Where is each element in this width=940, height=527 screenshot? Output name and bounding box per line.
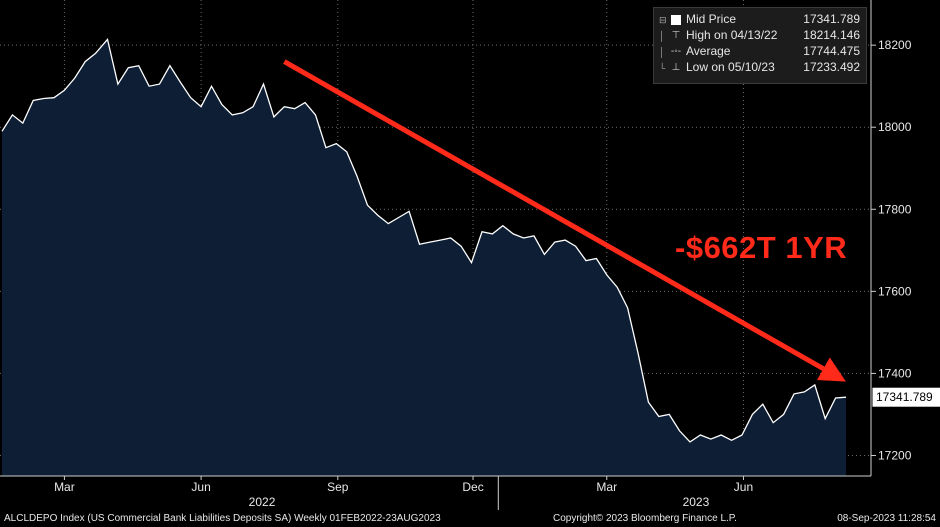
year-label: 2022 (249, 495, 276, 509)
trend-arrow (283, 59, 846, 382)
tree-line-icon: │ (659, 31, 665, 41)
mid-price-swatch-icon (671, 15, 681, 25)
plot-area (1, 38, 847, 477)
legend-row-high: │ ⊤ High on 04/13/22 18214.146 (654, 28, 866, 44)
x-tick-label: Jun (191, 480, 210, 494)
legend-value: 17233.492 (803, 60, 860, 74)
footer-timestamp: 08-Sep-2023 11:28:54 (837, 513, 936, 524)
last-value-label: 17341.789 (876, 390, 933, 404)
legend-label: Mid Price (686, 12, 737, 26)
legend-value: 18214.146 (803, 28, 860, 42)
change-annotation: -$662T 1YR (675, 230, 848, 265)
legend-label: Low on 05/10/23 (686, 60, 775, 74)
y-tick-label: 18200 (878, 38, 912, 52)
average-marker-icon: -◦- (670, 46, 682, 57)
x-tick-label: Sep (327, 480, 349, 494)
x-tick-label: Mar (54, 480, 75, 494)
footer-copyright: Copyright© 2023 Bloomberg Finance L.P. (553, 513, 737, 524)
tree-line-icon: │ (659, 47, 665, 57)
axes: 17200 17400 17600 17800 18000 18200 Mar Jun Sep D… (0, 0, 940, 510)
legend-row-low: └ ⊥ Low on 05/10/23 17233.492 (654, 60, 866, 76)
high-marker-icon: ⊤ (671, 30, 681, 41)
footer-ticker: ALCLDEPO Index (US Commercial Bank Liabi… (4, 513, 441, 524)
x-tick-label: Jun (734, 480, 753, 494)
legend-label: High on 04/13/22 (686, 28, 778, 42)
legend-label: Average (686, 44, 731, 58)
legend-box: ⊟ Mid Price 17341.789 │ ⊤ High on 04/13/… (653, 7, 867, 84)
y-tick-label: 18000 (878, 120, 912, 134)
legend-row-mid-price: ⊟ Mid Price 17341.789 (654, 12, 866, 28)
low-marker-icon: ⊥ (671, 62, 681, 73)
y-tick-label: 17400 (878, 366, 912, 380)
series-line (1, 38, 847, 443)
legend-value: 17744.475 (803, 44, 860, 58)
arrow-head (817, 357, 846, 382)
year-label: 2023 (683, 495, 710, 509)
tree-line-icon: └ (659, 63, 666, 73)
legend-value: 17341.789 (803, 12, 860, 26)
y-tick-label: 17200 (878, 448, 912, 462)
legend-row-average: │ -◦- Average 17744.475 (654, 44, 866, 60)
x-tick-label: Dec (462, 480, 483, 494)
arrow-shaft (283, 59, 825, 371)
footer-bar: ALCLDEPO Index (US Commercial Bank Liabi… (0, 511, 940, 527)
x-tick-label: Mar (596, 480, 617, 494)
last-value-tag (872, 387, 940, 407)
y-tick-label: 17800 (878, 202, 912, 216)
collapse-icon[interactable]: ⊟ (659, 15, 667, 25)
chart-canvas: 17200 17400 17600 17800 18000 18200 Mar Jun Sep D… (0, 0, 940, 510)
series-area (2, 39, 846, 477)
y-tick-label: 17600 (878, 284, 912, 298)
